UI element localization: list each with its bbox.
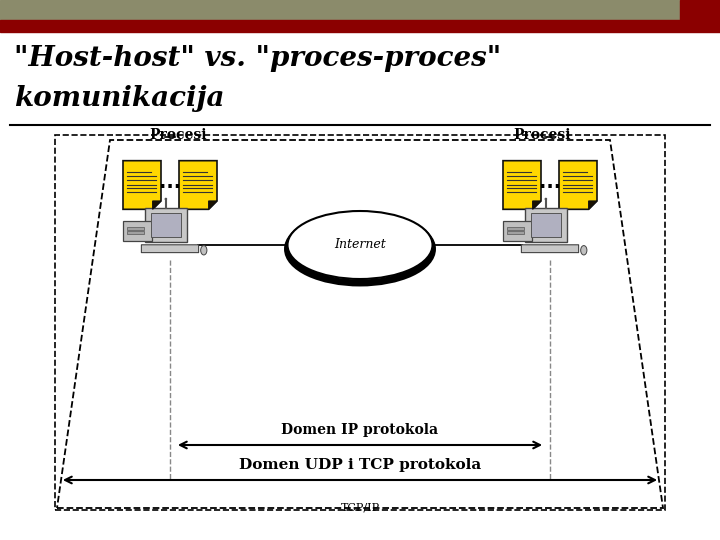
- FancyBboxPatch shape: [525, 208, 567, 242]
- Text: Internet: Internet: [334, 239, 386, 252]
- Text: ...: ...: [539, 173, 561, 192]
- Ellipse shape: [287, 211, 433, 279]
- Bar: [123, 221, 152, 240]
- Polygon shape: [589, 201, 597, 210]
- Text: ...: ...: [159, 173, 181, 192]
- Polygon shape: [559, 161, 597, 210]
- Polygon shape: [179, 161, 217, 210]
- Ellipse shape: [581, 246, 587, 255]
- Text: Domen UDP i TCP protokola: Domen UDP i TCP protokola: [239, 458, 481, 472]
- Text: Domen IP protokola: Domen IP protokola: [282, 423, 438, 437]
- Polygon shape: [533, 201, 541, 210]
- Polygon shape: [209, 201, 217, 210]
- Bar: [0, 20, 720, 32]
- Circle shape: [544, 198, 547, 200]
- FancyBboxPatch shape: [141, 245, 199, 253]
- Bar: [127, 231, 144, 234]
- Bar: [680, 0, 720, 22]
- Bar: [0, 0, 680, 22]
- Text: Procesi: Procesi: [149, 128, 207, 142]
- FancyBboxPatch shape: [521, 245, 579, 253]
- Polygon shape: [503, 161, 541, 210]
- Text: Procesi: Procesi: [513, 128, 571, 142]
- Text: komunikacija: komunikacija: [14, 85, 225, 112]
- Bar: [151, 213, 181, 238]
- Bar: [507, 227, 524, 230]
- Text: TCP/IP: TCP/IP: [341, 503, 379, 513]
- Bar: [503, 221, 532, 240]
- Bar: [507, 231, 524, 234]
- Bar: [531, 213, 561, 238]
- Bar: [127, 227, 144, 230]
- FancyBboxPatch shape: [145, 208, 186, 242]
- Ellipse shape: [201, 246, 207, 255]
- Text: "Host-host" vs. "proces-proces": "Host-host" vs. "proces-proces": [14, 45, 501, 72]
- Polygon shape: [153, 201, 161, 210]
- Polygon shape: [123, 161, 161, 210]
- Circle shape: [165, 198, 167, 200]
